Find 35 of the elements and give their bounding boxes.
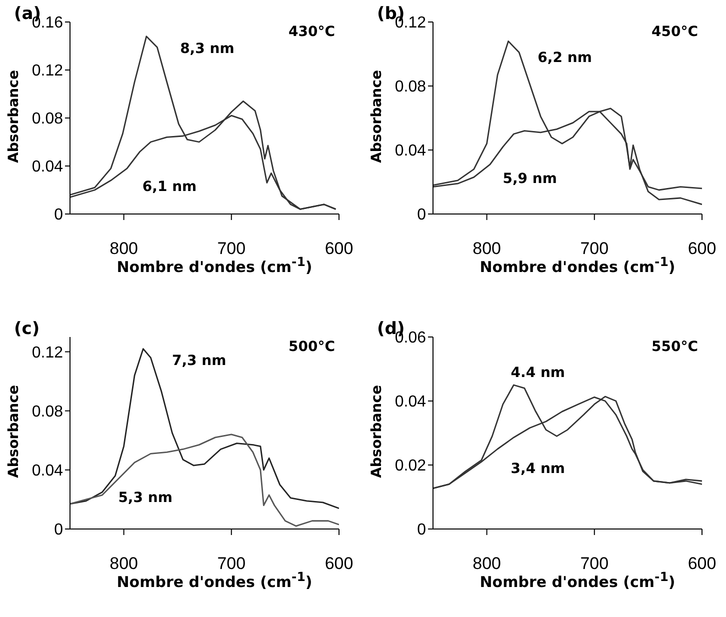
y-tick-label: 0.12 [32,344,64,361]
x-tick-label: 600 [688,239,716,258]
y-axis-title: Absorbance [368,384,385,478]
y-axis-title: Absorbance [368,70,385,163]
x-tick-label: 600 [324,554,354,573]
y-axis-title: Absorbance [6,384,22,478]
y-tick-label: 0.04 [32,158,64,176]
x-tick-label: 600 [324,239,354,258]
x-tick-label: 600 [688,554,716,573]
y-tick-label: 0.12 [32,62,64,80]
annotation: 3,4 nm [510,460,566,477]
chart-title: (c) [14,318,40,338]
annotation: 500°C [288,338,335,354]
y-tick-label: 0.04 [394,142,426,160]
y-tick-label: 0.08 [394,78,426,96]
y-tick-label: 0.02 [394,457,426,474]
annotation: 550°C [652,338,698,354]
y-tick-label: 0 [54,521,64,538]
y-tick-label: 0.04 [394,393,426,410]
annotation: 430°C [288,24,335,40]
y-axis-title: Absorbance [6,70,22,163]
annotation: 7,3 nm [172,353,226,370]
annotation: 6,2 nm [538,50,592,66]
y-tick-label: 0 [54,206,64,224]
annotation: 6,1 nm [142,179,197,196]
y-tick-label: 0.08 [32,403,64,420]
y-tick-label: 0.04 [32,462,64,480]
annotation: 5,3 nm [118,490,172,506]
y-tick-label: 0.08 [32,110,64,128]
annotation: 5,9 nm [502,171,557,188]
annotation: 8,3 nm [180,40,234,57]
annotation: 450°C [652,24,698,40]
annotation: 4.4 nm [510,364,566,381]
y-tick-label: 0 [417,521,426,538]
y-tick-label: 0 [417,206,426,224]
